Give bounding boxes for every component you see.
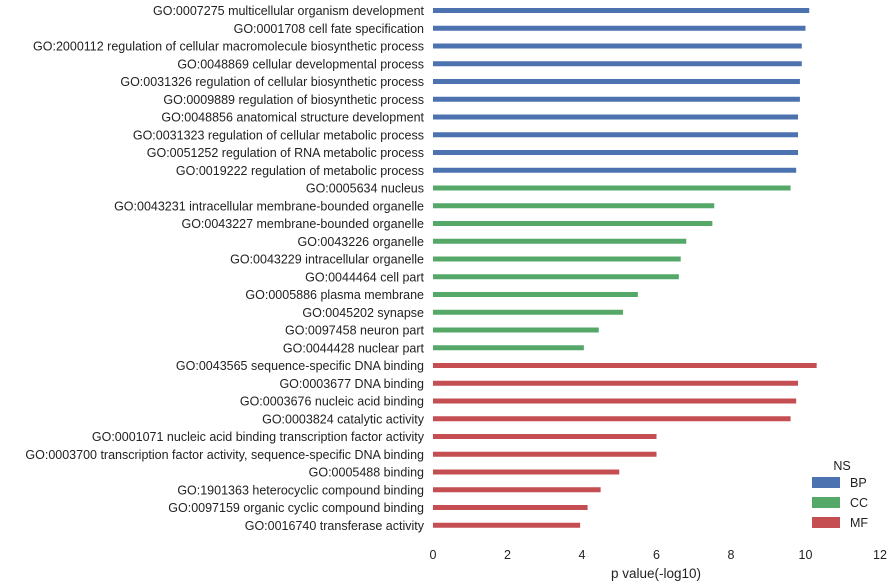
bar: [433, 203, 715, 209]
bar: [433, 43, 802, 49]
bar: [433, 274, 679, 280]
bar: [433, 256, 681, 262]
legend-swatch: [812, 517, 840, 528]
bar: [433, 25, 806, 31]
category-label: GO:0019222 regulation of metabolic proce…: [176, 164, 424, 178]
bar: [433, 167, 797, 173]
bar: [433, 238, 687, 244]
bar: [433, 487, 601, 493]
legend-title: NS: [833, 459, 850, 473]
legend-entries: BP CC MF: [812, 476, 868, 530]
category-label: GO:0044464 cell part: [305, 270, 424, 284]
category-label: GO:0043226 organelle: [298, 235, 425, 249]
bar: [433, 363, 817, 368]
category-labels: GO:0007275 multicellular organism develo…: [25, 4, 424, 533]
x-tick-label: 6: [653, 548, 660, 562]
bars-layer: [433, 8, 817, 528]
bar: [433, 8, 810, 13]
bar: [433, 61, 802, 67]
x-tick-label: 8: [728, 548, 735, 562]
legend-label: CC: [850, 496, 868, 510]
category-label: GO:0043227 membrane-bounded organelle: [181, 217, 424, 231]
bar: [433, 221, 713, 226]
category-label: GO:0009889 regulation of biosynthetic pr…: [163, 93, 424, 107]
legend: NS BP CC MF: [812, 459, 868, 530]
bar: [433, 398, 797, 404]
category-label: GO:0051252 regulation of RNA metabolic p…: [147, 146, 424, 160]
category-label: GO:0043565 sequence-specific DNA binding: [176, 359, 424, 373]
category-label: GO:0007275 multicellular organism develo…: [153, 4, 425, 18]
x-tick-label: 4: [579, 548, 586, 562]
category-label: GO:0043231 intracellular membrane-bounde…: [114, 199, 424, 213]
x-axis-ticks: 0 2 4 6 8 10 12: [430, 548, 887, 562]
category-label: GO:0016740 transferase activity: [245, 519, 425, 533]
legend-label: MF: [850, 516, 868, 530]
bar: [433, 522, 581, 528]
bar: [433, 309, 623, 315]
category-label: GO:0048856 anatomical structure developm…: [161, 111, 424, 125]
legend-swatch: [812, 497, 840, 508]
category-label: GO:0005886 plasma membrane: [245, 288, 424, 302]
bar: [433, 132, 799, 138]
bar: [433, 79, 800, 84]
category-label: GO:0044428 nuclear part: [283, 341, 425, 355]
category-label: GO:0005634 nucleus: [306, 182, 424, 196]
bar: [433, 434, 657, 439]
bar: [433, 505, 588, 510]
category-label: GO:0001071 nucleic acid binding transcri…: [92, 430, 425, 444]
bar: [433, 96, 800, 102]
bar: [433, 469, 620, 475]
category-label: GO:0043229 intracellular organelle: [230, 253, 424, 267]
category-label: GO:0003700 transcription factor activity…: [25, 448, 424, 462]
category-label: GO:0003676 nucleic acid binding: [240, 395, 424, 409]
bar: [433, 345, 584, 351]
x-axis-title: p value(-log10): [611, 566, 701, 581]
category-label: GO:0003824 catalytic activity: [262, 412, 425, 426]
legend-label: BP: [850, 476, 867, 490]
bar: [433, 327, 599, 333]
category-label: GO:0031326 regulation of cellular biosyn…: [120, 75, 424, 89]
category-label: GO:0045202 synapse: [302, 306, 424, 320]
category-label: GO:0003677 DNA binding: [279, 377, 424, 391]
bar: [433, 380, 799, 386]
legend-swatch: [812, 477, 840, 488]
x-tick-label: 12: [873, 548, 887, 562]
category-label: GO:0097159 organic cyclic compound bindi…: [168, 501, 424, 515]
category-label: GO:1901363 heterocyclic compound binding: [177, 483, 424, 497]
bar: [433, 451, 657, 457]
bar: [433, 185, 791, 191]
category-label: GO:2000112 regulation of cellular macrom…: [33, 40, 424, 54]
category-label: GO:0097458 neuron part: [285, 324, 425, 338]
category-label: GO:0048869 cellular developmental proces…: [177, 57, 424, 71]
bar: [433, 114, 799, 120]
category-label: GO:0031323 regulation of cellular metabo…: [133, 128, 424, 142]
category-label: GO:0001708 cell fate specification: [234, 22, 424, 36]
bar: [433, 150, 799, 155]
x-tick-label: 0: [430, 548, 437, 562]
x-tick-label: 2: [504, 548, 511, 562]
x-tick-label: 10: [799, 548, 813, 562]
category-label: GO:0005488 binding: [309, 466, 424, 480]
bar: [433, 292, 638, 297]
bar: [433, 416, 791, 422]
